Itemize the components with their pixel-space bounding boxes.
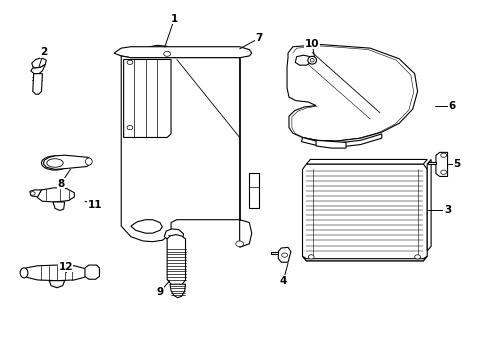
Text: 7: 7 (255, 33, 262, 43)
Polygon shape (131, 220, 162, 233)
Polygon shape (43, 155, 92, 169)
Circle shape (414, 255, 420, 259)
Circle shape (127, 125, 133, 130)
Text: 6: 6 (448, 100, 455, 111)
Text: 10: 10 (305, 39, 319, 49)
Text: 11: 11 (87, 200, 102, 210)
Polygon shape (140, 45, 173, 58)
Polygon shape (167, 235, 185, 286)
Text: 12: 12 (58, 262, 73, 272)
Text: 5: 5 (453, 159, 460, 169)
Ellipse shape (309, 58, 313, 62)
Polygon shape (31, 64, 45, 74)
Polygon shape (146, 67, 164, 87)
Polygon shape (170, 284, 185, 298)
Circle shape (440, 153, 446, 157)
Polygon shape (164, 229, 183, 241)
Circle shape (308, 255, 313, 259)
Ellipse shape (85, 158, 92, 165)
Ellipse shape (41, 156, 68, 170)
Text: 3: 3 (443, 205, 450, 215)
Text: 1: 1 (170, 14, 178, 24)
Polygon shape (435, 152, 447, 176)
Text: 2: 2 (40, 48, 47, 57)
Polygon shape (286, 45, 417, 141)
Polygon shape (85, 265, 99, 279)
Ellipse shape (20, 268, 28, 278)
Polygon shape (33, 74, 42, 94)
Text: 8: 8 (57, 179, 64, 189)
Ellipse shape (307, 56, 316, 64)
Polygon shape (49, 281, 64, 288)
Polygon shape (278, 247, 290, 262)
Polygon shape (302, 164, 427, 261)
Circle shape (30, 192, 35, 195)
Ellipse shape (47, 159, 63, 167)
Circle shape (281, 253, 287, 257)
Polygon shape (30, 190, 41, 197)
Polygon shape (149, 87, 162, 97)
Polygon shape (270, 252, 278, 255)
Circle shape (440, 170, 446, 174)
Text: 4: 4 (279, 276, 286, 286)
Polygon shape (121, 56, 251, 247)
Circle shape (127, 60, 133, 64)
Polygon shape (114, 47, 251, 58)
Polygon shape (123, 59, 171, 138)
Polygon shape (38, 188, 74, 202)
Polygon shape (302, 256, 427, 261)
Polygon shape (427, 159, 430, 251)
Polygon shape (32, 58, 46, 68)
Polygon shape (315, 140, 346, 148)
Polygon shape (295, 55, 310, 65)
Circle shape (235, 241, 243, 247)
Polygon shape (22, 265, 89, 281)
Polygon shape (427, 162, 435, 165)
Text: 9: 9 (156, 287, 163, 297)
Polygon shape (249, 173, 259, 208)
Circle shape (163, 51, 170, 56)
Polygon shape (306, 159, 427, 164)
Polygon shape (301, 134, 381, 147)
Polygon shape (53, 202, 64, 211)
Polygon shape (140, 56, 169, 67)
